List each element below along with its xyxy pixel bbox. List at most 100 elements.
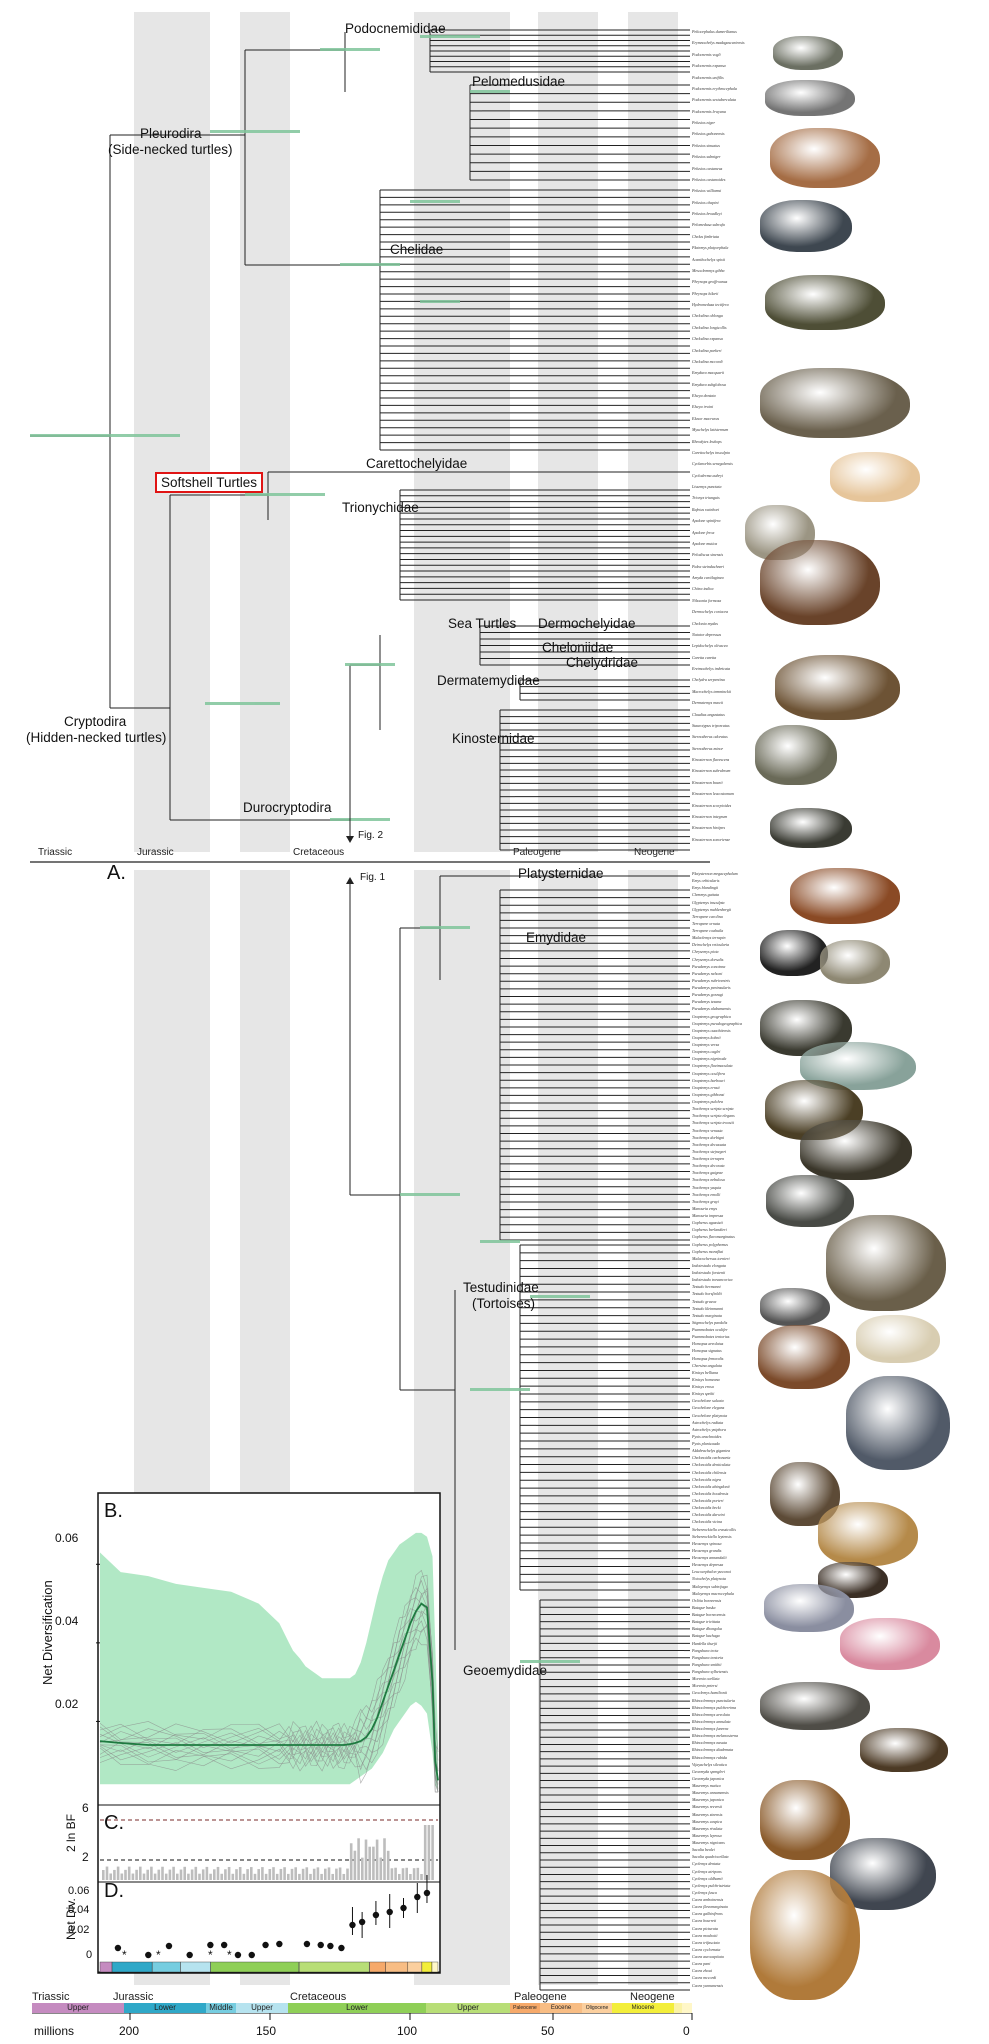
taxon-name: Mauremys rivulata [692, 1825, 723, 1831]
taxon-name: Chelonoidis abingdonii [692, 1483, 730, 1489]
turtle-photo [765, 275, 885, 330]
rate-point [220, 1941, 228, 1949]
taxon-name: Graptemys ouachitensis [692, 1027, 731, 1033]
taxon-name: Cuora trifasciata [692, 1939, 720, 1945]
bf-bar [168, 1869, 172, 1880]
ts-epoch-miocene: Miocene [612, 2003, 674, 2013]
turtle-photo [750, 1870, 860, 2000]
clade-pleurodira: Pleurodira [140, 126, 202, 141]
bf-bar [209, 1873, 212, 1880]
taxon-name: Podocnemis expansa [692, 63, 726, 69]
bf-bar [216, 1866, 220, 1880]
bf-bar [172, 1866, 175, 1880]
taxon-name: Graptemys geographica [692, 1013, 731, 1019]
ts-period-triassic: Triassic [32, 1991, 70, 2003]
taxon-name: Leucocephalon yuwonoi [692, 1569, 731, 1575]
taxon-name: Cuora zhoui [692, 1968, 712, 1974]
rate-point [186, 1951, 193, 1959]
panel-c-ylabel: 2 ln BF [64, 1813, 78, 1852]
bf-bar [305, 1867, 309, 1880]
period-label-cretaceous: Cretaceous [293, 847, 345, 858]
node-age-bar-2 [210, 130, 300, 133]
rate-point [145, 1951, 152, 1959]
rate-point [234, 1951, 242, 1959]
ts-epoch-pliocene [674, 2003, 682, 2013]
taxon-name: Chelonia mydas [692, 620, 718, 626]
taxon-name: Kinosternon hirtipes [692, 825, 726, 831]
posterior-sample-line [99, 1569, 439, 1753]
panel-b-letter: B. [104, 1500, 123, 1522]
rate-point [262, 1941, 269, 1949]
taxon-name: Rhinoclemmys rubida [692, 1754, 727, 1760]
taxon-name: Kinixys belliana [692, 1369, 719, 1375]
bf-bar [327, 1867, 331, 1880]
panel-c-plot [98, 1819, 440, 1883]
bf-bar [120, 1873, 124, 1880]
turtle-photo [826, 1215, 946, 1311]
turtle-photo [770, 808, 852, 848]
bf-bar [150, 1866, 153, 1880]
turtle-photo [840, 1618, 940, 1670]
bf-bar [135, 1869, 138, 1880]
taxon-name: Kinosternon baurii [692, 779, 723, 785]
bf-bar [142, 1873, 146, 1880]
clade-softshell-turtles: Softshell Turtles [155, 472, 264, 493]
bf-bar [357, 1838, 360, 1880]
taxon-name: Homopus femoralis [692, 1355, 724, 1361]
taxon-name: Trachemys gaigeae [692, 1170, 723, 1176]
ts-period-cretaceous: Cretaceous [290, 1991, 347, 2003]
node-age-bar-7 [470, 90, 510, 93]
taxon-name: Notochelys platynota [692, 1576, 726, 1582]
bf-bar [253, 1873, 257, 1880]
taxon-name: Eretmochelys imbricata [692, 666, 731, 671]
bf-bar [331, 1873, 334, 1880]
node-age-bar-1 [205, 702, 280, 705]
bf-bar [246, 1869, 249, 1880]
taxon-name: Rhinoclemmys nasuta [692, 1740, 727, 1746]
bf-bar [423, 1825, 427, 1880]
taxon-name: Batagur trivittata [692, 1619, 721, 1625]
bf-bar [349, 1843, 353, 1880]
bf-bar [294, 1867, 297, 1880]
taxon-name: Pseudemys texana [692, 999, 722, 1005]
time-band-top-4 [628, 12, 678, 852]
timescale-strip [32, 2012, 693, 2020]
taxon-name: Testudo kleinmanni [692, 1305, 724, 1311]
taxon-name: Morenia petersi [692, 1683, 718, 1689]
node-age-bar-8 [410, 200, 460, 203]
taxon-name: Pseudemys concinna [692, 963, 726, 969]
bf-bar [272, 1867, 275, 1880]
taxon-name: Chelonoidis nigra [692, 1476, 722, 1482]
node-age-bar-17 [480, 1240, 520, 1243]
mean-rate-line [99, 1602, 439, 1781]
taxon-name: Platemys platycephala [692, 245, 729, 251]
clade-cheloniidae: Cheloniidae [542, 640, 614, 655]
taxon-name: Amyda cartilaginea [692, 575, 724, 580]
bf-bar [420, 1873, 423, 1880]
bf-bar [379, 1857, 383, 1880]
posterior-sample-line [99, 1637, 439, 1793]
taxon-name: Geochelone sulcata [692, 1398, 724, 1404]
node-age-bar-5 [245, 493, 325, 496]
turtle-photo [773, 36, 843, 70]
taxon-name: Siebenrockiella crassicollis [692, 1526, 736, 1532]
panel-c-ytick-1: 2 [82, 1850, 89, 1864]
bf-bar [109, 1873, 112, 1880]
taxon-name: Graptemys ernsti [692, 1084, 720, 1090]
taxon-name: Pelomedusa subrufa [692, 222, 725, 228]
turtle-photo [760, 1288, 830, 1326]
period-label-paleogene: Paleogene [513, 847, 561, 858]
panel-d-asterisk-4: * [227, 1948, 232, 1962]
node-age-bar-9 [420, 300, 460, 303]
taxon-name: Cuora galbinifrons [692, 1911, 723, 1917]
rate-point [207, 1941, 214, 1949]
bf-bar [235, 1869, 238, 1880]
taxon-name: Chelonoidis vicina [692, 1519, 723, 1525]
taxon-name: Terrapene ornata [692, 920, 720, 926]
panel-c-ytick-0: 6 [82, 1801, 89, 1815]
taxon-name: Pseudemys gorzugi [692, 992, 723, 998]
clade-testudinidae: Testudinidae [463, 1280, 539, 1295]
rate-point [317, 1941, 324, 1949]
rate-point [358, 1918, 366, 1926]
taxon-name: Cyclemys fusca [692, 1889, 717, 1895]
